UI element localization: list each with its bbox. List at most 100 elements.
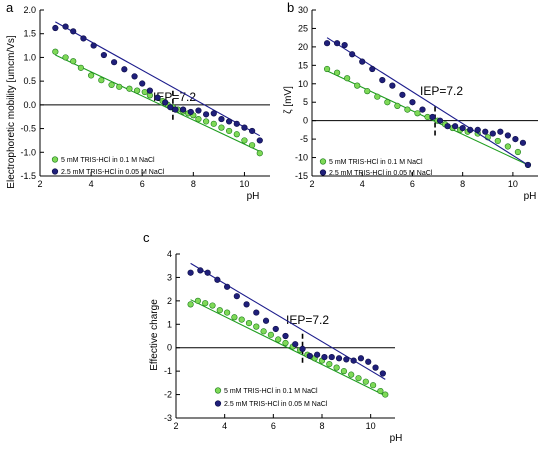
data-point-green-c	[224, 309, 231, 316]
y-tick-label-b: 20	[298, 42, 308, 52]
data-point-green-c	[382, 391, 389, 398]
data-point-blue-c	[272, 325, 279, 333]
data-point-blue-a	[154, 94, 161, 101]
data-point-blue-b	[474, 126, 481, 133]
data-point-green-a	[195, 115, 202, 123]
data-point-blue-a	[167, 104, 174, 111]
data-point-green-a	[203, 118, 210, 125]
data-point-blue-c	[350, 357, 357, 364]
data-point-green-c	[282, 339, 289, 347]
data-point-green-b	[394, 102, 401, 110]
data-point-blue-b	[504, 132, 511, 139]
data-point-green-a	[241, 137, 248, 144]
data-point-green-c	[245, 320, 253, 327]
x-tick-label-b: 6	[410, 179, 415, 189]
data-point-blue-b	[489, 130, 496, 137]
data-point-blue-b	[444, 123, 451, 130]
data-point-green-b	[414, 110, 421, 117]
y-tick-label-b: 5	[303, 97, 308, 107]
data-point-blue-c	[197, 267, 204, 274]
data-point-green-a	[88, 72, 95, 79]
x-tick-label-c: 8	[319, 421, 324, 431]
data-point-green-a	[77, 64, 84, 71]
x-tick-label-c: 6	[271, 421, 276, 431]
data-point-blue-b	[459, 124, 466, 132]
data-point-blue-b	[452, 123, 459, 130]
data-point-blue-c	[328, 353, 335, 361]
y-tick-label-b: -10	[295, 153, 308, 163]
data-point-blue-a	[162, 99, 169, 106]
data-point-green-b	[384, 99, 391, 106]
data-point-green-b	[344, 75, 351, 82]
y-tick-label-a: 2.0	[23, 5, 36, 15]
data-point-blue-a	[139, 80, 146, 87]
data-point-green-b	[504, 143, 511, 150]
data-point-blue-a	[90, 42, 97, 49]
data-point-green-c	[187, 301, 194, 308]
data-point-blue-b	[512, 136, 519, 143]
ylabel-b: ζ [mV]	[283, 86, 294, 114]
data-point-blue-c	[335, 355, 343, 362]
data-point-green-a	[52, 48, 59, 55]
data-point-green-c	[238, 316, 245, 323]
data-point-blue-b	[429, 113, 436, 121]
ylabel-c: Effective charge	[149, 299, 160, 371]
x-tick-label-b: 8	[460, 179, 465, 189]
data-point-green-a	[210, 120, 217, 127]
data-point-green-c	[326, 361, 333, 368]
data-point-blue-a	[195, 107, 202, 114]
data-point-green-c	[202, 300, 209, 307]
y-tick-label-b: -5	[300, 134, 308, 144]
y-tick-label-c: 2	[167, 296, 172, 306]
y-tick-label-a: -1.0	[20, 147, 36, 157]
x-tick-label-a: 6	[140, 179, 145, 189]
data-point-blue-b	[467, 126, 474, 133]
fit-line-blue-a	[55, 21, 261, 137]
xlabel-b: pH	[524, 191, 537, 202]
data-point-green-a	[141, 88, 148, 96]
data-point-blue-b	[369, 65, 376, 73]
iep-label-c: IEP=7.2	[286, 313, 329, 327]
y-tick-label-c: 3	[167, 272, 172, 282]
data-point-blue-c	[314, 351, 321, 358]
data-point-blue-a	[121, 66, 128, 73]
data-point-green-c	[253, 323, 260, 330]
data-point-blue-c	[262, 317, 270, 324]
data-point-blue-a	[218, 115, 225, 123]
data-point-blue-b	[482, 128, 489, 135]
data-point-blue-c	[343, 356, 350, 363]
data-point-green-b	[323, 65, 331, 73]
data-point-green-c	[333, 364, 340, 371]
data-point-blue-b	[341, 41, 348, 49]
panel-letter-b: b	[287, 0, 294, 15]
y-tick-label-a: 0.5	[23, 76, 36, 86]
panel-letter-a: a	[6, 0, 14, 15]
data-point-green-b	[374, 93, 381, 100]
data-point-blue-a	[187, 108, 194, 116]
fit-line-green-c	[190, 299, 386, 397]
data-point-blue-a	[62, 23, 69, 30]
y-tick-label-c: 4	[167, 249, 172, 259]
data-point-blue-a	[233, 120, 240, 127]
data-point-green-b	[364, 88, 371, 95]
data-point-blue-a	[80, 35, 87, 42]
data-point-blue-b	[524, 161, 532, 169]
y-tick-label-a: 1.5	[23, 29, 36, 39]
data-point-blue-c	[214, 276, 221, 283]
data-point-green-c	[231, 314, 238, 321]
panel-letter-c: c	[143, 230, 150, 245]
data-point-green-c	[275, 336, 282, 343]
y-tick-label-a: 0.0	[23, 100, 36, 110]
y-tick-label-c: -2	[164, 390, 172, 400]
data-point-blue-a	[172, 106, 179, 113]
data-point-green-c	[377, 387, 384, 395]
data-point-green-a	[249, 142, 256, 149]
data-point-blue-b	[436, 117, 444, 124]
legend-text-c-1: 5 mM TRIS-HCl in 0.1 M NaCl	[224, 388, 318, 395]
fit-line-green-a	[55, 54, 261, 152]
x-tick-label-a: 2	[37, 179, 42, 189]
data-point-green-b	[404, 106, 411, 113]
data-point-blue-a	[146, 87, 153, 94]
fit-line-blue-b	[326, 37, 529, 166]
